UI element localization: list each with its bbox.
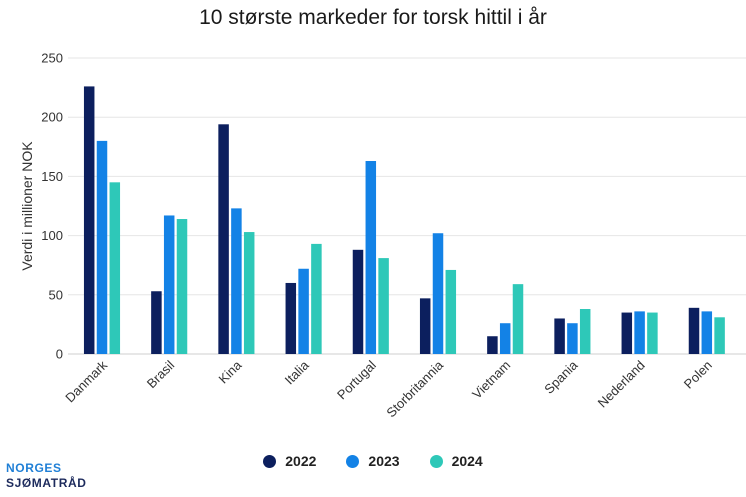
- bar-2024-portugal: [378, 258, 389, 354]
- legend: 2022 2023 2024: [0, 453, 746, 469]
- x-tick-label: Storbritannia: [383, 357, 446, 420]
- x-tick-label: Polen: [681, 358, 715, 392]
- bar-2023-kina: [231, 208, 242, 354]
- bars: [83, 86, 725, 354]
- legend-item-2022: 2022: [263, 453, 316, 469]
- legend-item-2024: 2024: [429, 453, 483, 469]
- y-tick-label: 150: [41, 169, 63, 184]
- bar-2023-storbritannia: [432, 233, 444, 354]
- bar-2022-vietnam: [487, 336, 498, 354]
- logo-line-2: SJØMATRÅD: [6, 476, 87, 490]
- y-tick-label: 50: [49, 287, 63, 302]
- bar-2024-italia: [311, 243, 322, 354]
- x-tick-label: Spania: [541, 357, 581, 397]
- y-tick-label: 0: [56, 347, 63, 362]
- chart-title: 10 største markeder for torsk hittil i å…: [199, 6, 547, 29]
- bar-2022-italia: [285, 282, 297, 354]
- bar-2023-spania: [567, 323, 578, 354]
- legend-swatch: [263, 454, 277, 468]
- x-tick-label: Nederland: [595, 358, 648, 411]
- logo-line-1: NORGES: [6, 461, 62, 475]
- bar-2022-polen: [688, 307, 700, 354]
- bar-2024-polen: [714, 317, 725, 354]
- legend-label: 2022: [285, 453, 317, 469]
- legend-label: 2024: [451, 453, 483, 469]
- bar-2022-brasil: [151, 291, 162, 354]
- x-axis-ticks: Danmark Brasil Kina Italia Portugal Storbrita…: [62, 357, 715, 420]
- bar-2024-spania: [579, 309, 591, 354]
- bar-2024-brasil: [176, 219, 188, 354]
- bar-2024-vietnam: [512, 284, 524, 354]
- bar-2023-danmark: [96, 140, 108, 354]
- bar-2023-portugal: [365, 161, 377, 354]
- bar-2024-storbritannia: [445, 269, 457, 354]
- legend-label: 2023: [368, 453, 400, 469]
- legend-swatch: [346, 454, 360, 468]
- y-axis-label: Verdi i millioner NOK: [19, 141, 35, 271]
- bar-2023-vietnam: [499, 323, 511, 354]
- x-tick-label: Vietnam: [469, 358, 513, 402]
- bar-2023-nederland: [634, 311, 645, 354]
- bar-2022-portugal: [352, 249, 364, 354]
- x-tick-label: Danmark: [62, 357, 110, 405]
- bar-2022-spania: [554, 318, 565, 354]
- gridlines: [68, 57, 746, 355]
- legend-swatch: [429, 454, 443, 468]
- x-tick-label: Italia: [282, 357, 313, 388]
- x-tick-label: Portugal: [334, 357, 379, 402]
- bar-2023-brasil: [163, 215, 175, 354]
- x-tick-label: Brasil: [144, 357, 178, 391]
- bar-2022-nederland: [621, 312, 633, 354]
- y-tick-label: 200: [41, 110, 63, 125]
- y-tick-label: 250: [41, 51, 63, 66]
- bar-2024-nederland: [647, 312, 658, 354]
- bar-2023-italia: [298, 268, 309, 354]
- bar-2022-kina: [218, 124, 229, 354]
- legend-item-2023: 2023: [346, 453, 400, 469]
- bar-2024-danmark: [109, 182, 121, 354]
- y-axis-ticks: 0 50 100 150 200 250: [41, 51, 63, 362]
- x-tick-label: Kina: [216, 357, 246, 387]
- norges-sjomatrad-logo: NORGES SJØMATRÅD: [6, 461, 87, 491]
- bar-2023-polen: [701, 311, 713, 354]
- bar-2024-kina: [243, 232, 255, 354]
- y-tick-label: 100: [41, 228, 63, 243]
- bar-2022-storbritannia: [419, 298, 431, 354]
- bar-2022-danmark: [83, 86, 95, 354]
